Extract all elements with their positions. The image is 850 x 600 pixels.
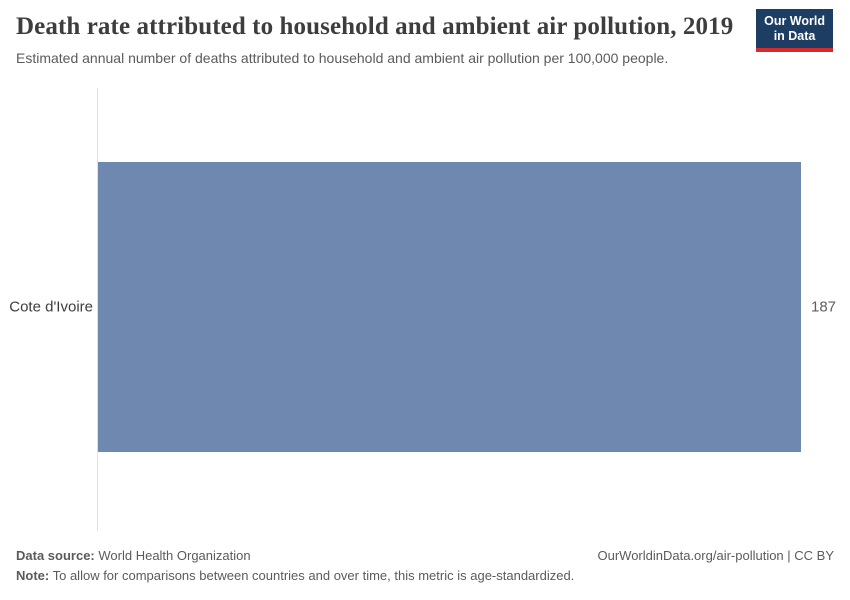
- owid-logo-line1: Our World: [764, 14, 825, 28]
- data-source-value: World Health Organization: [98, 548, 251, 563]
- note-text: To allow for comparisons between countri…: [52, 568, 575, 583]
- note-label: Note:: [16, 568, 50, 583]
- data-source-label: Data source:: [16, 548, 95, 563]
- y-axis-line: [97, 88, 98, 531]
- chart-plot-area: Cote d'Ivoire 187: [0, 88, 850, 531]
- bar-row: Cote d'Ivoire 187: [0, 162, 850, 452]
- chart-title: Death rate attributed to household and a…: [16, 13, 734, 40]
- bar[interactable]: [98, 162, 801, 452]
- entity-label: Cote d'Ivoire: [9, 298, 93, 316]
- note-line: Note: To allow for comparisons between c…: [16, 566, 834, 586]
- value-label: 187: [811, 298, 837, 316]
- data-source-line: Data source: World Health Organization: [16, 546, 251, 566]
- owid-logo-line2: in Data: [773, 28, 816, 43]
- owid-logo[interactable]: Our World in Data: [756, 9, 833, 52]
- chart-footer: Data source: World Health Organization O…: [16, 546, 834, 586]
- footer-source-row: Data source: World Health Organization O…: [16, 546, 834, 566]
- chart-subtitle: Estimated annual number of deaths attrib…: [16, 50, 669, 66]
- owid-attribution-link[interactable]: OurWorldinData.org/air-pollution | CC BY: [597, 548, 834, 563]
